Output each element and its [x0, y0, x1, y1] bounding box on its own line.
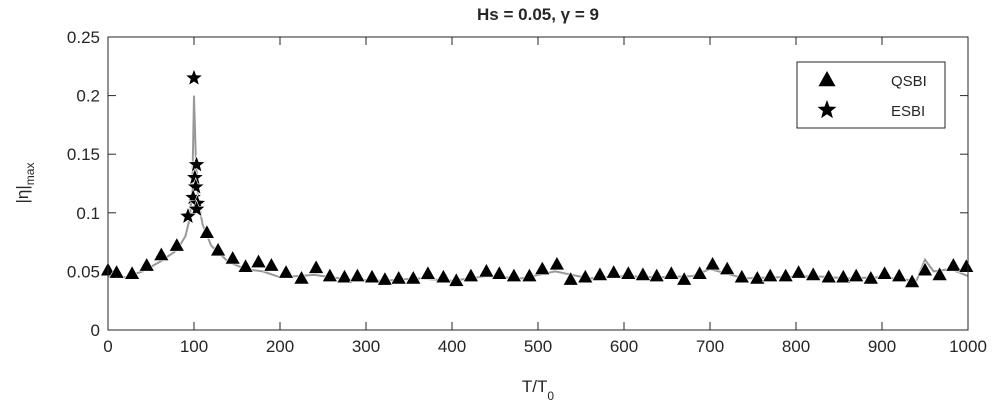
- y-axis-label: |η|max: [13, 163, 37, 204]
- legend-marker: [818, 71, 836, 87]
- triangle-marker: [820, 268, 837, 284]
- triangle-marker: [376, 270, 394, 286]
- x-tick-label: 1000: [949, 337, 987, 356]
- triangle-marker: [945, 256, 962, 272]
- y-tick-label: 0: [91, 321, 100, 340]
- y-tick-label: 0.15: [67, 145, 100, 164]
- triangle-marker: [405, 269, 422, 285]
- y-tick-label: 0.2: [76, 87, 100, 106]
- triangle-marker: [448, 272, 465, 287]
- triangle-marker: [634, 266, 652, 281]
- triangle-marker: [321, 267, 338, 282]
- x-tick-label: 600: [610, 337, 638, 356]
- triangle-marker: [805, 266, 822, 281]
- chart-title: Hs = 0.05, γ = 9: [477, 5, 599, 24]
- triangle-marker: [562, 270, 579, 286]
- triangle-marker: [123, 265, 141, 280]
- triangle-marker: [777, 267, 794, 282]
- star-marker: [187, 199, 206, 218]
- y-axis-label-sub: max: [23, 163, 37, 186]
- triangle-marker: [719, 260, 736, 275]
- triangle-marker: [336, 268, 353, 284]
- star-marker: [187, 154, 206, 173]
- y-tick-label: 0.1: [76, 204, 100, 223]
- star-marker: [184, 68, 204, 86]
- triangle-marker: [521, 267, 538, 282]
- x-tick-label: 400: [438, 337, 466, 356]
- x-tick-label: 300: [352, 337, 380, 356]
- triangle-marker: [548, 255, 566, 271]
- triangle-marker: [790, 263, 807, 279]
- triangle-marker: [108, 263, 125, 279]
- triangle-marker: [198, 224, 216, 239]
- triangle-marker: [648, 267, 665, 282]
- star-marker: [178, 206, 198, 225]
- triangle-marker: [749, 269, 766, 285]
- triangle-marker: [591, 266, 609, 281]
- triangle-marker: [209, 241, 227, 257]
- triangle-marker: [263, 256, 280, 272]
- triangle-marker: [435, 268, 452, 284]
- legend: QSBI ESBI: [796, 61, 946, 129]
- triangle-marker: [876, 265, 893, 280]
- triangle-marker: [250, 253, 267, 268]
- triangle-marker: [704, 255, 721, 271]
- triangle-marker: [891, 267, 908, 282]
- triangle-marker: [277, 263, 295, 279]
- x-tick-label: 700: [696, 337, 724, 356]
- y-tick-label: 0.05: [67, 262, 100, 281]
- x-tick-label: 500: [524, 337, 552, 356]
- triangle-marker: [663, 265, 680, 280]
- x-tick-label: 0: [103, 337, 112, 356]
- y-tick-label: 0.25: [67, 28, 100, 47]
- triangle-marker: [363, 268, 381, 284]
- triangle-marker: [462, 267, 480, 282]
- triangle-marker: [862, 269, 879, 285]
- star-marker: [186, 177, 206, 195]
- triangle-marker: [237, 258, 254, 273]
- triangle-marker: [733, 268, 750, 284]
- triangle-marker: [691, 265, 708, 280]
- triangle-marker: [293, 269, 310, 285]
- axes-box: [107, 36, 969, 331]
- y-axis-label-main: |η|: [13, 185, 32, 203]
- triangle-marker: [903, 273, 921, 288]
- triangle-marker: [491, 265, 508, 280]
- triangle-marker: [168, 237, 185, 252]
- triangle-marker: [620, 265, 637, 280]
- triangle-marker: [762, 267, 779, 282]
- triangle-marker: [605, 263, 622, 279]
- x-tick-label: 100: [180, 337, 208, 356]
- x-axis-label-main: T/T: [522, 377, 548, 396]
- x-tick-label: 200: [266, 337, 294, 356]
- x-tick-label: 900: [868, 337, 896, 356]
- triangle-marker: [419, 265, 437, 280]
- triangle-marker: [848, 267, 865, 282]
- triangle-marker: [390, 269, 407, 285]
- triangle-marker: [153, 246, 170, 261]
- triangle-marker: [138, 256, 155, 272]
- triangle-marker: [958, 258, 975, 273]
- triangle-marker: [534, 260, 551, 275]
- triangle-marker: [505, 267, 523, 282]
- triangle-marker: [916, 261, 934, 277]
- triangle-marker: [224, 249, 241, 265]
- x-tick-label: 800: [782, 337, 810, 356]
- triangle-marker: [676, 270, 693, 286]
- triangle-marker: [308, 259, 325, 274]
- x-axis-label-sub: 0: [547, 389, 554, 403]
- legend-marker: [817, 100, 837, 119]
- x-axis-label: T/T0: [522, 377, 555, 403]
- triangle-marker: [349, 267, 366, 282]
- triangle-marker: [931, 266, 948, 281]
- legend-label: ESBI: [891, 103, 925, 120]
- triangle-marker: [577, 268, 594, 284]
- triangle-marker: [835, 268, 852, 284]
- triangle-marker: [478, 262, 495, 278]
- legend-label: QSBI: [891, 73, 927, 90]
